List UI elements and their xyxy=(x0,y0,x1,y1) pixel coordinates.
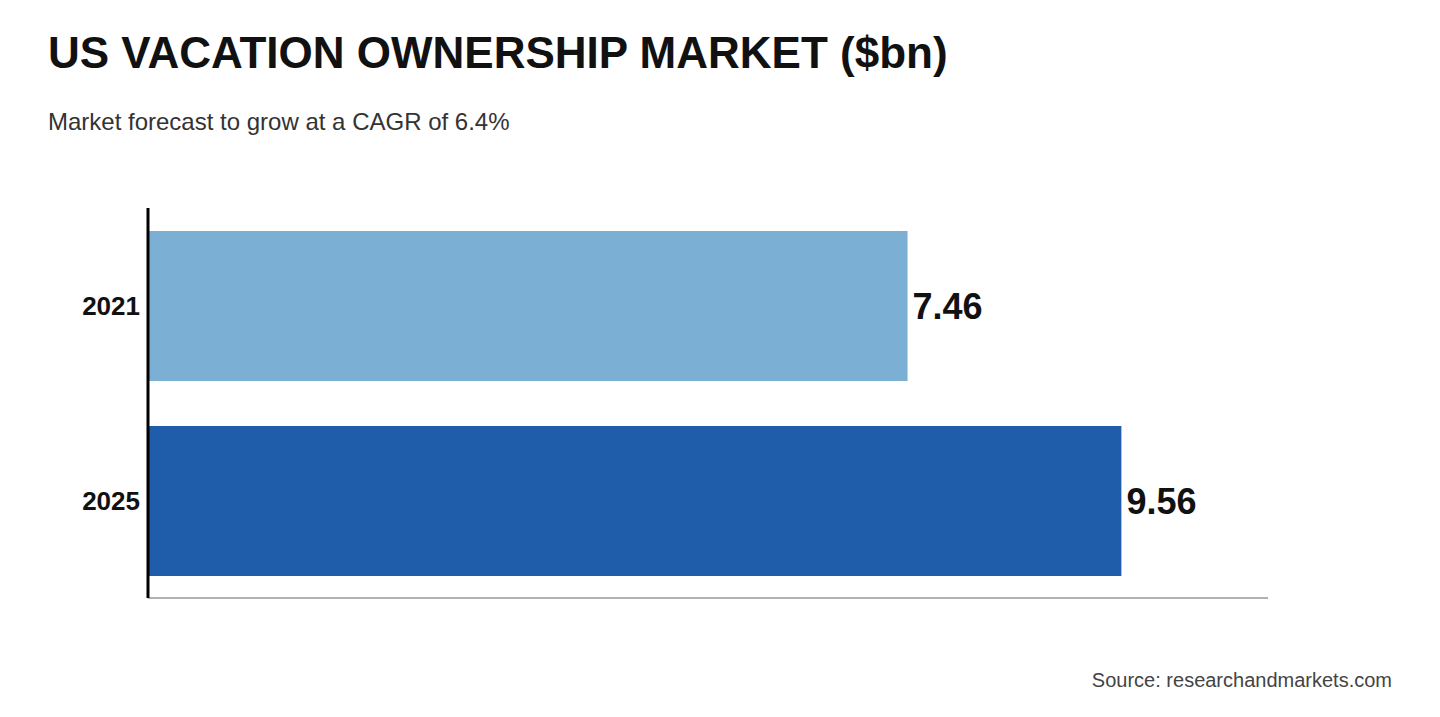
svg-text:2021: 2021 xyxy=(82,291,140,321)
html-text:Market forecast to grow at a C: Market forecast to grow at a CAGR of 6.4… xyxy=(48,108,510,135)
svg-text:7.46: 7.46 xyxy=(913,286,983,327)
html-text:US VACATION OWNERSHIP MARKET (: US VACATION OWNERSHIP MARKET ($bn) xyxy=(48,28,948,77)
svg-text:9.56: 9.56 xyxy=(1126,481,1196,522)
svg-text:2025: 2025 xyxy=(82,486,140,516)
html-text:Source: researchandmarkets.com: Source: researchandmarkets.com xyxy=(1091,669,1392,691)
